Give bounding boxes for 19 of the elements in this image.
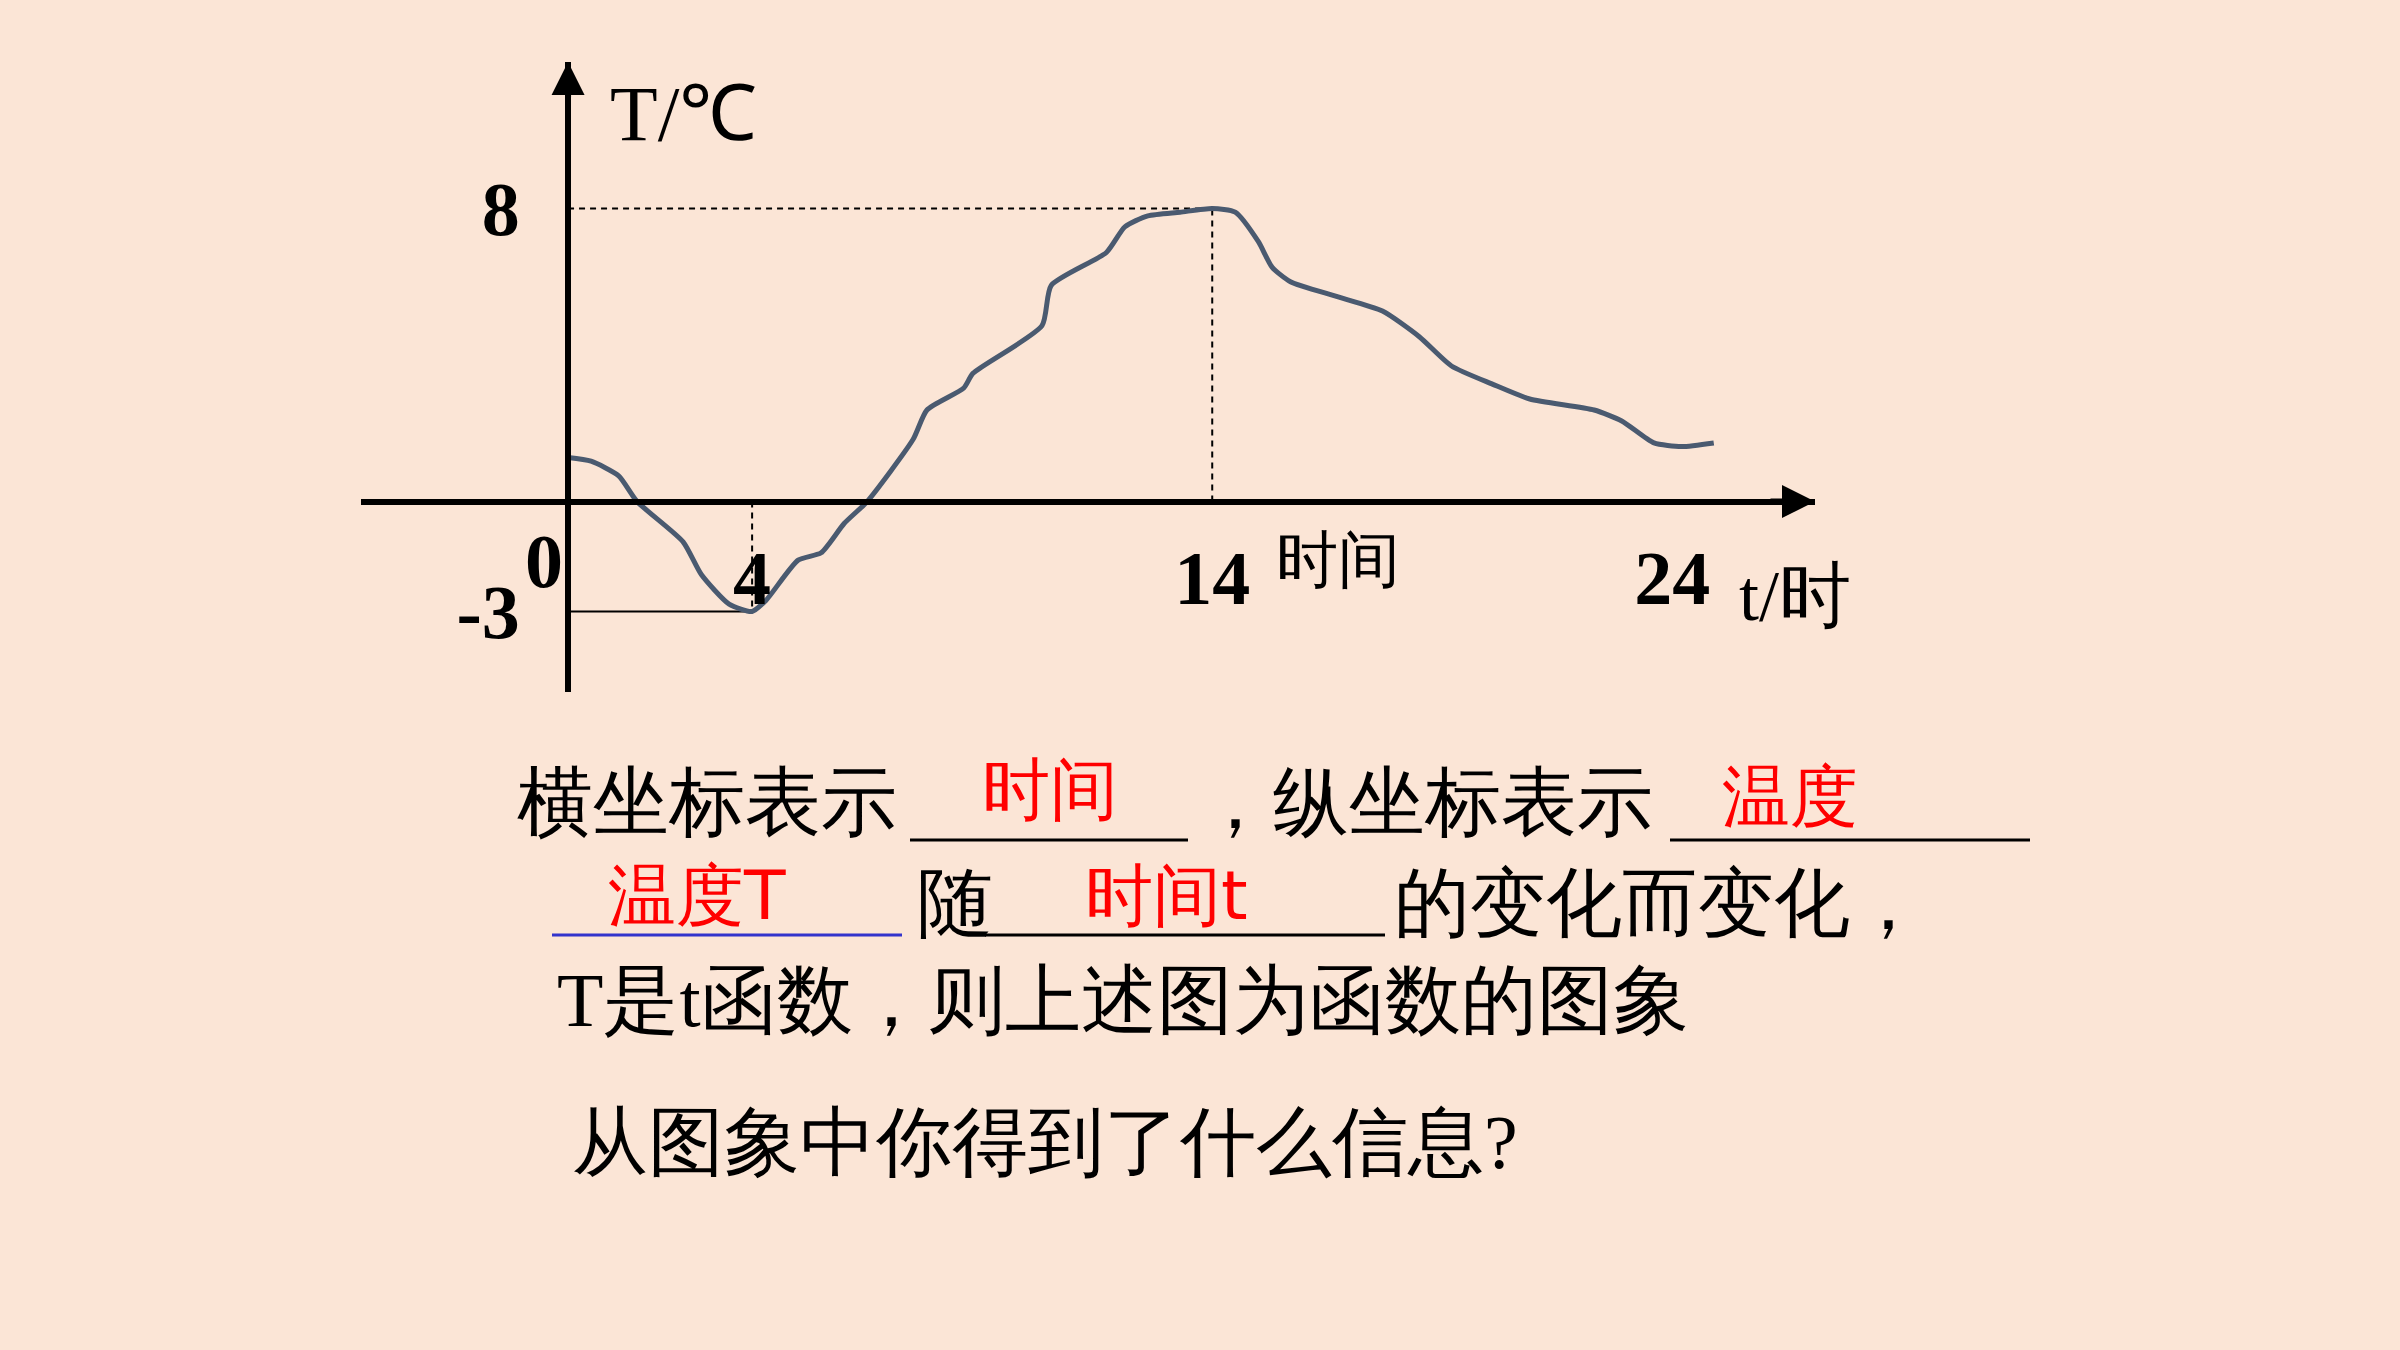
text: 时间 — [982, 750, 1118, 829]
y-tick-label: 8 — [481, 167, 520, 252]
annotation: 时间 — [1276, 526, 1400, 594]
text: 从图象中你得到了什么信息? — [572, 1100, 1518, 1184]
text: 横坐标表示 — [517, 760, 897, 844]
text: ，纵坐标表示 — [1197, 760, 1653, 844]
text: 随 — [917, 861, 993, 945]
text: 的变化而变化， — [1394, 861, 1926, 945]
x-tick-label: 14 — [1174, 535, 1251, 620]
x-tick-label: 0 — [525, 518, 564, 603]
x-tick-label: 4 — [733, 535, 772, 620]
text: 时间t — [1085, 856, 1248, 935]
y-axis-title: T/℃ — [610, 70, 758, 157]
text: 温度 — [1722, 757, 1858, 836]
x-tick-label: 24 — [1634, 535, 1711, 620]
text: T是t函数，则上述图为函数的图象 — [557, 958, 1689, 1042]
text: 温度T — [608, 856, 786, 935]
x-axis-title: t/时 — [1739, 556, 1852, 636]
y-tick-label: -3 — [456, 570, 520, 655]
